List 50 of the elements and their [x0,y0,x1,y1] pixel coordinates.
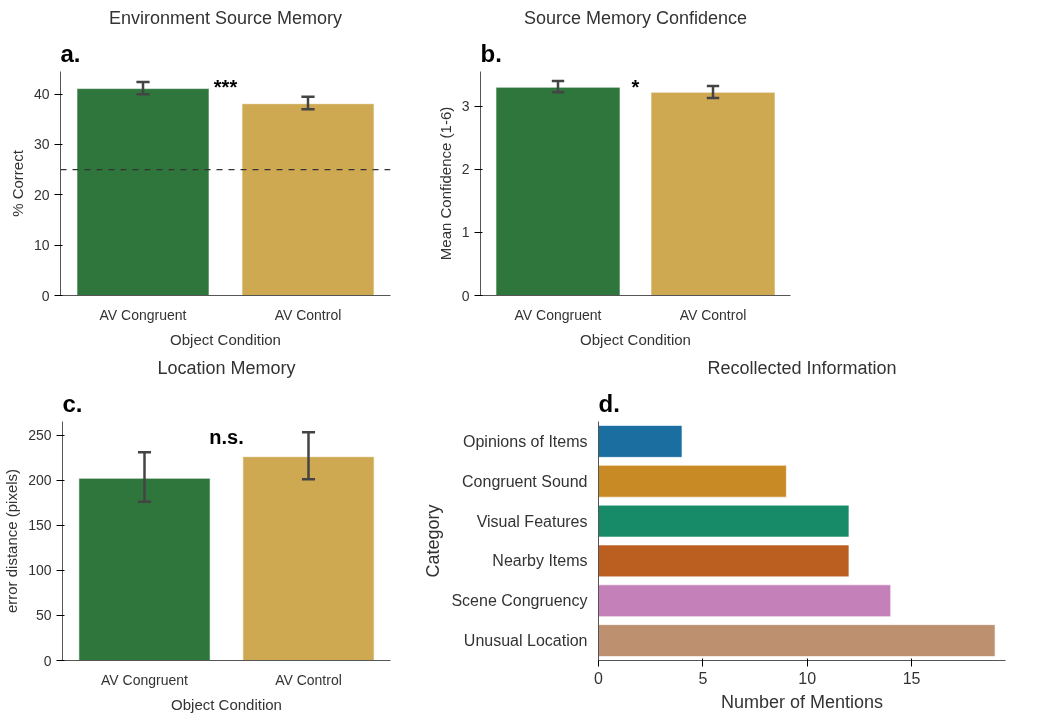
y-tick-label: 250 [28,427,52,444]
y-tick-label: 2 [461,161,470,178]
y-tick-label: 30 [33,136,50,153]
x-tick-label: 10 [798,669,817,687]
text: b. [480,39,502,67]
x-axis-title: Object Condition [170,330,281,348]
x-tick-label: AV Control [275,671,342,688]
y-tick-label: Nearby Items [492,552,588,570]
x-tick-label: AV Control [679,306,747,323]
x-tick-label: AV Congruent [101,671,189,688]
x-tick-label: 15 [902,669,921,687]
annotation: *** [213,75,238,98]
y-tick-label: Visual Features [476,512,588,530]
annotation: * [631,75,640,98]
y-tick-label: 20 [33,186,50,203]
y-tick-label: 0 [43,652,52,669]
x-tick-label: 5 [698,669,708,687]
chart-title: Recollected Information [707,357,897,378]
x-axis-title: Number of Mentions [720,691,884,712]
y-axis-title: % Correct [8,149,26,217]
y-tick-label: 3 [461,98,470,115]
x-axis-title: Object Condition [171,695,282,713]
chart-title: Environment Source Memory [108,7,343,28]
y-tick-label: Opinions of Items [463,432,588,450]
y-tick-label: Congruent Sound [462,472,588,490]
y-tick-label: 0 [461,287,470,304]
text: d. [598,389,620,417]
text: c. [62,389,83,417]
chart-title: Location Memory [157,357,296,378]
y-tick-label: Unusual Location [463,632,588,650]
y-axis-title: Category [423,504,444,578]
y-tick-label: 100 [28,562,52,579]
y-tick-label: Scene Congruency [451,592,588,610]
chart-title: Source Memory Confidence [523,7,748,28]
x-tick-label: AV Congruent [99,306,187,323]
x-tick-label: AV Control [274,306,342,323]
x-axis-title: Object Condition [580,330,691,348]
x-tick-label: AV Congruent [514,306,602,323]
y-tick-label: 1 [461,224,470,241]
y-tick-label: 50 [35,607,52,624]
x-tick-label: 0 [594,669,604,687]
y-tick-label: 150 [28,517,52,534]
annotation: n.s. [209,426,244,449]
y-axis-title: error distance (pixels) [3,468,21,614]
y-tick-label: 40 [33,86,50,103]
text: a. [60,39,81,67]
y-tick-label: 200 [28,472,52,489]
y-tick-label: 0 [41,287,50,304]
y-axis-title: Mean Confidence (1-6) [436,106,454,261]
y-tick-label: 10 [33,237,50,254]
